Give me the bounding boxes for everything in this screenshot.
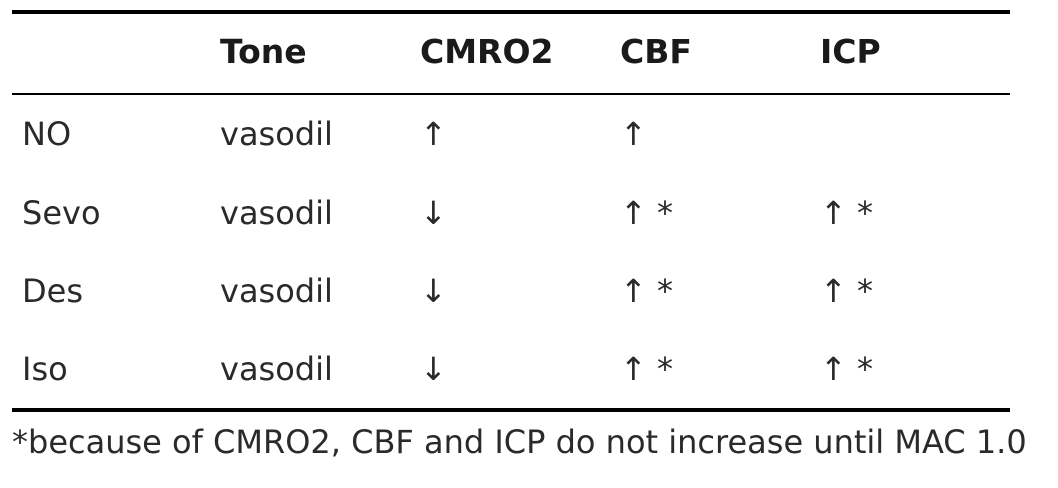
table-header-rule [12,93,1010,95]
row-cbf: ↑ [620,115,647,153]
row-icp: ↑ * [820,272,873,310]
row-cmro2: ↓ [420,194,447,232]
table-bottom-rule [12,408,1010,412]
row-tone: vasodil [220,194,333,232]
header-cell-tone: Tone [220,32,307,71]
row-tone: vasodil [220,272,333,310]
row-icp: ↑ * [820,350,873,388]
row-tone: vasodil [220,115,333,153]
row-icp: ↑ * [820,194,873,232]
row-cmro2: ↓ [420,272,447,310]
table-top-rule [12,10,1010,14]
row-cbf: ↑ * [620,272,673,310]
row-cbf: ↑ * [620,194,673,232]
table-footnote: *because of CMRO2, CBF and ICP do not in… [12,423,1027,461]
row-tone: vasodil [220,350,333,388]
table-row: Sevo vasodil ↓ ↑ * ↑ * [0,193,1058,233]
row-cmro2: ↑ [420,115,447,153]
table-row: NO vasodil ↑ ↑ [0,114,1058,154]
header-cell-cbf: CBF [620,32,692,71]
row-cmro2: ↓ [420,350,447,388]
table-row: Iso vasodil ↓ ↑ * ↑ * [0,349,1058,389]
header-cell-icp: ICP [820,32,881,71]
row-agent: Des [22,272,83,310]
table-row: Des vasodil ↓ ↑ * ↑ * [0,271,1058,311]
row-agent: Sevo [22,194,101,232]
row-cbf: ↑ * [620,350,673,388]
table-header-row: Tone CMRO2 CBF ICP [0,32,1058,72]
header-cell-cmro2: CMRO2 [420,32,554,71]
row-agent: Iso [22,350,68,388]
row-agent: NO [22,115,72,153]
